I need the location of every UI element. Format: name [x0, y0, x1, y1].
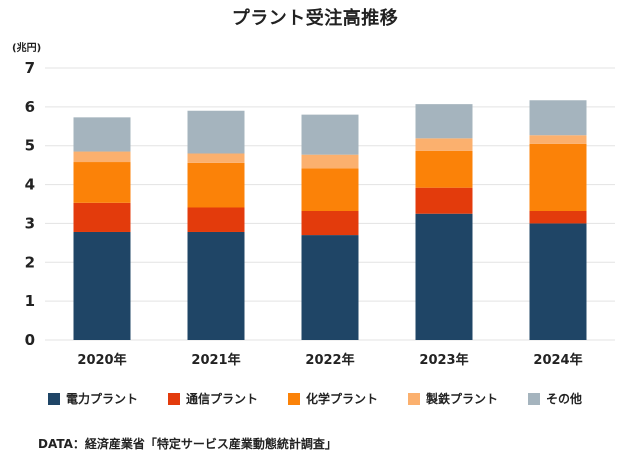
- y-tick-label: 1: [25, 292, 35, 310]
- x-tick-label: 2024年: [533, 352, 582, 368]
- legend-label: 電力プラント: [65, 392, 138, 406]
- bar-segment: [187, 153, 245, 163]
- data-source: DATA：経済産業省「特定サービス産業動態統計調査」: [38, 437, 337, 451]
- legend-swatch: [287, 392, 300, 405]
- bar-segment: [529, 210, 587, 224]
- legend-label: 化学プラント: [305, 392, 378, 406]
- bar-segment: [73, 162, 131, 203]
- bar-segment: [301, 168, 359, 211]
- bar-segment: [415, 138, 473, 151]
- y-tick-label: 4: [25, 176, 35, 194]
- legend-swatch: [47, 392, 60, 405]
- legend-item: その他: [528, 390, 582, 407]
- bar-segment: [301, 210, 359, 236]
- bar-segment: [73, 117, 131, 152]
- legend-item: 電力プラント: [47, 390, 138, 407]
- legend-item: 化学プラント: [287, 390, 378, 407]
- bar-segment: [187, 162, 245, 208]
- y-tick-label: 6: [25, 98, 35, 116]
- x-tick-label: 2020年: [77, 352, 126, 368]
- y-tick-label: 7: [25, 59, 35, 77]
- y-tick-label: 3: [25, 214, 35, 232]
- bar-segment: [73, 202, 131, 232]
- chart-title: プラント受注高推移: [231, 8, 399, 29]
- legend-label: その他: [546, 392, 583, 406]
- bar-segment: [415, 213, 473, 340]
- y-tick-label: 5: [25, 137, 35, 155]
- legend-swatch: [528, 392, 541, 405]
- bar-segment: [73, 231, 131, 340]
- bar-segment: [529, 223, 587, 340]
- y-tick-label: 2: [25, 253, 35, 271]
- bar-segment: [529, 100, 587, 136]
- y-tick-label: 0: [25, 331, 35, 349]
- legend-swatch: [167, 392, 180, 405]
- y-unit-label: (兆円): [12, 41, 41, 54]
- bar-segment: [73, 151, 131, 163]
- bar-segment: [415, 104, 473, 139]
- bar-segment: [529, 143, 587, 211]
- bar-segment: [415, 150, 473, 188]
- bar-segment: [187, 231, 245, 340]
- x-tick-label: 2021年: [191, 352, 240, 368]
- legend-label: 通信プラント: [185, 392, 258, 406]
- bar-segment: [187, 110, 245, 154]
- legend-item: 製鉄プラント: [408, 390, 498, 407]
- bar-segment: [415, 187, 473, 214]
- legend-swatch: [408, 392, 420, 405]
- legend-label: 製鉄プラント: [426, 392, 499, 406]
- x-tick-label: 2022年: [305, 352, 354, 368]
- bar-segment: [301, 114, 359, 155]
- bar-segment: [529, 135, 587, 144]
- x-tick-label: 2023年: [419, 352, 468, 368]
- bar-segment: [301, 154, 359, 169]
- bar-segment: [187, 207, 245, 232]
- bar-segment: [301, 235, 359, 340]
- chart-legend: 電力プラント 通信プラント 化学プラント 製鉄プラント その他: [0, 390, 630, 407]
- legend-item: 通信プラント: [167, 390, 258, 407]
